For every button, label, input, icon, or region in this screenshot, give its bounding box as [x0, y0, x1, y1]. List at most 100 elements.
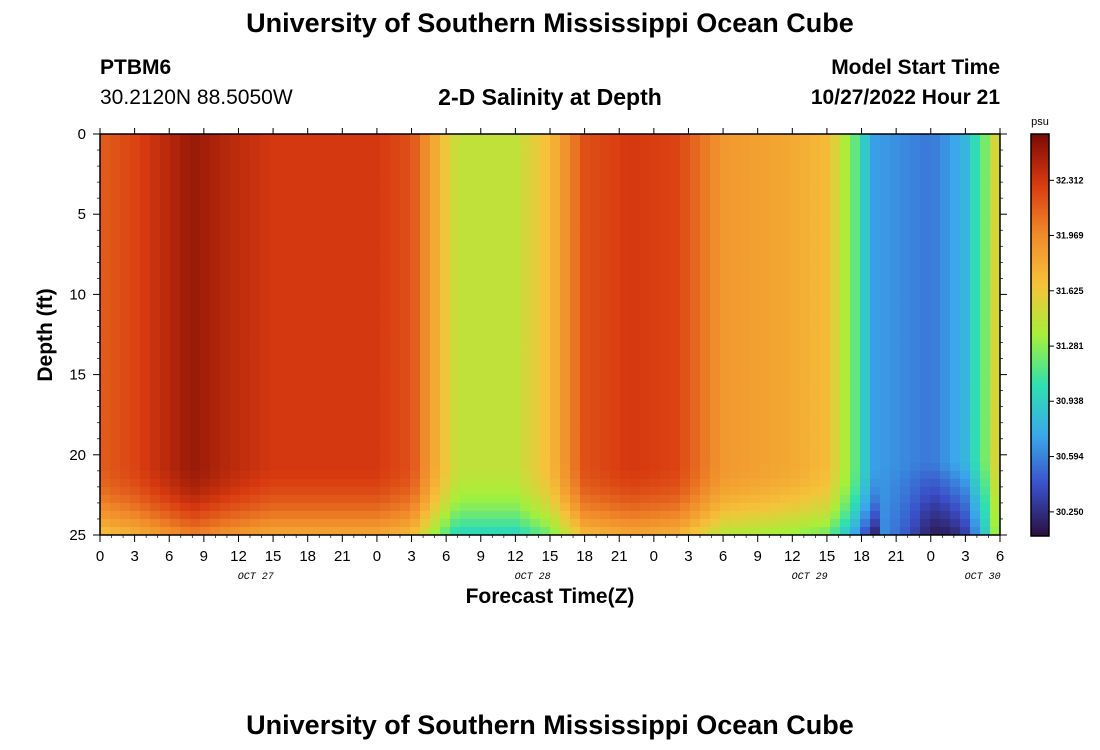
heatmap-cell — [670, 214, 681, 223]
heatmap-cell — [990, 526, 1001, 536]
heatmap-cell — [740, 326, 751, 335]
heatmap-cell — [640, 430, 651, 440]
heatmap-cell — [280, 470, 291, 480]
heatmap-cell — [840, 486, 851, 496]
heatmap-cell — [710, 486, 721, 496]
heatmap-cell — [670, 382, 681, 392]
heatmap-cell — [700, 478, 711, 488]
x-tick-label: 12 — [230, 548, 247, 565]
heatmap-cell — [720, 350, 731, 359]
heatmap-cell — [610, 430, 621, 440]
heatmap-cell — [470, 398, 481, 408]
heatmap-cell — [430, 374, 441, 384]
heatmap-cell — [560, 366, 571, 375]
heatmap-cell — [810, 214, 821, 223]
heatmap-cell — [800, 302, 811, 311]
heatmap-cell — [730, 142, 741, 151]
heatmap-cell — [630, 182, 641, 191]
heatmap-cell — [700, 190, 711, 199]
heatmap-cell — [250, 206, 261, 215]
heatmap-cell — [980, 510, 991, 520]
heatmap-cell — [890, 174, 901, 183]
heatmap-cell — [500, 270, 511, 279]
heatmap-cell — [910, 486, 921, 496]
heatmap-cell — [620, 246, 631, 255]
heatmap-cell — [360, 310, 371, 319]
heatmap-cell — [660, 150, 671, 159]
heatmap-cell — [910, 478, 921, 488]
heatmap-cell — [750, 214, 761, 223]
heatmap-cell — [880, 182, 891, 191]
heatmap-cell — [200, 454, 211, 464]
heatmap-cell — [500, 422, 511, 432]
heatmap-cell — [720, 182, 731, 191]
heatmap-cell — [250, 238, 261, 247]
heatmap-cell — [440, 318, 451, 327]
heatmap-cell — [130, 190, 141, 199]
heatmap-cell — [210, 454, 221, 464]
heatmap-cell — [650, 334, 661, 343]
heatmap-cell — [120, 518, 131, 528]
heatmap-cell — [580, 222, 591, 231]
heatmap-cell — [640, 518, 651, 528]
heatmap-cell — [650, 414, 661, 424]
heatmap-cell — [250, 302, 261, 311]
heatmap-cell — [890, 518, 901, 528]
heatmap-cell — [890, 502, 901, 512]
heatmap-cell — [620, 526, 631, 536]
heatmap-cell — [400, 158, 411, 167]
heatmap-cell — [370, 206, 381, 215]
heatmap-cell — [120, 310, 131, 319]
heatmap-cell — [600, 398, 611, 408]
heatmap-cell — [230, 358, 241, 367]
heatmap-cell — [140, 470, 151, 480]
heatmap-cell — [270, 302, 281, 311]
heatmap-cell — [490, 278, 501, 287]
heatmap-cell — [690, 334, 701, 343]
heatmap-cell — [560, 422, 571, 432]
heatmap-cell — [410, 214, 421, 223]
heatmap-cell — [500, 414, 511, 424]
heatmap-cell — [110, 350, 121, 359]
heatmap-cell — [780, 334, 791, 343]
heatmap-cell — [850, 350, 861, 359]
heatmap-cell — [470, 134, 481, 143]
heatmap-cell — [840, 334, 851, 343]
heatmap-cell — [930, 166, 941, 175]
heatmap-cell — [800, 510, 811, 520]
heatmap-cell — [350, 134, 361, 143]
heatmap-cell — [330, 406, 341, 416]
heatmap-cell — [580, 214, 591, 223]
heatmap-cell — [930, 318, 941, 327]
heatmap-cell — [150, 438, 161, 448]
heatmap-cell — [910, 182, 921, 191]
heatmap-cell — [490, 430, 501, 440]
heatmap-cell — [950, 358, 961, 367]
heatmap-cell — [860, 278, 871, 287]
heatmap-cell — [950, 190, 961, 199]
heatmap-cell — [630, 238, 641, 247]
heatmap-cell — [500, 326, 511, 335]
heatmap-cell — [170, 246, 181, 255]
heatmap-cell — [760, 342, 771, 351]
heatmap-cell — [760, 454, 771, 464]
heatmap-cell — [750, 174, 761, 183]
heatmap-cell — [550, 134, 561, 143]
heatmap-cell — [110, 446, 121, 456]
heatmap-cell — [400, 478, 411, 488]
heatmap-cell — [120, 286, 131, 295]
heatmap-cell — [290, 518, 301, 528]
heatmap-cell — [950, 174, 961, 183]
heatmap-cell — [220, 182, 231, 191]
heatmap-cell — [390, 270, 401, 279]
heatmap-cell — [200, 526, 211, 536]
heatmap-cell — [160, 246, 171, 255]
heatmap-cell — [160, 510, 171, 520]
heatmap-cell — [260, 334, 271, 343]
heatmap-cell — [820, 358, 831, 367]
heatmap-cell — [140, 382, 151, 392]
heatmap-cell — [720, 518, 731, 528]
heatmap-cell — [410, 294, 421, 303]
heatmap-cell — [450, 382, 461, 392]
heatmap-cell — [280, 366, 291, 375]
